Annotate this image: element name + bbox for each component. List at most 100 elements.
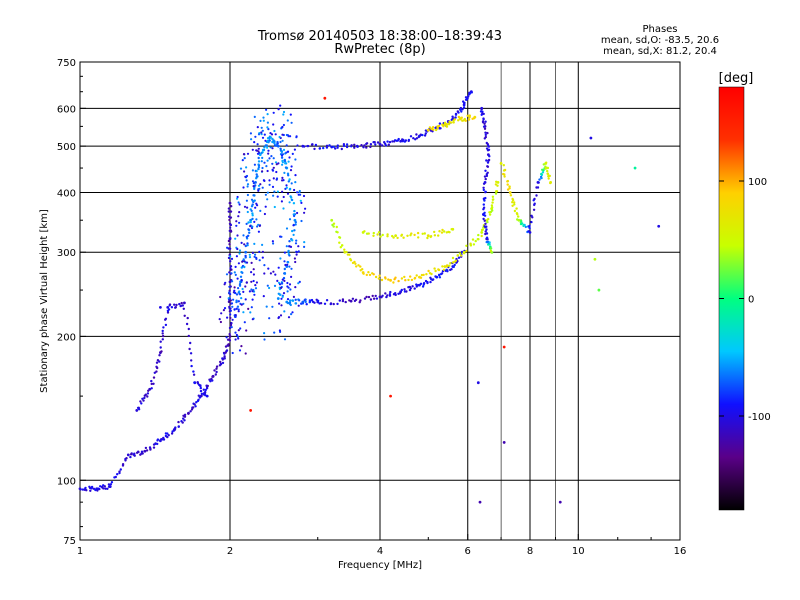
scatter-point: [491, 201, 494, 204]
scatter-point: [409, 275, 412, 278]
scatter-point: [233, 289, 236, 292]
scatter-point: [290, 121, 293, 124]
scatter-point: [275, 177, 279, 180]
scatter-point: [332, 145, 336, 148]
scatter-point: [246, 185, 249, 188]
scatter-point: [267, 149, 270, 152]
scatter-point: [188, 347, 191, 351]
scatter-point: [229, 255, 232, 258]
scatter-point: [336, 302, 339, 306]
scatter-point: [469, 244, 473, 247]
scatter-point: [513, 203, 516, 206]
scatter-point: [233, 308, 236, 311]
scatter-point: [485, 228, 488, 231]
scatter-point: [443, 265, 447, 268]
scatter-point: [262, 179, 265, 182]
scatter-point: [482, 186, 485, 189]
scatter-point: [341, 299, 345, 303]
scatter-point: [491, 209, 494, 212]
scatter-point: [294, 260, 297, 264]
scatter-point: [384, 276, 387, 279]
scatter-point: [404, 279, 407, 282]
scatter-point: [225, 273, 229, 276]
scatter-point: [270, 155, 273, 158]
scatter-point: [198, 396, 202, 399]
scatter-point: [304, 300, 307, 304]
scatter-point: [143, 396, 146, 400]
scatter-point: [488, 241, 491, 244]
scatter-point: [467, 118, 471, 121]
scatter-point: [252, 279, 255, 283]
scatter-point: [255, 218, 258, 221]
scatter-point: [241, 287, 244, 291]
scatter-point: [468, 91, 472, 95]
scatter-point: [289, 288, 292, 291]
scatter-point: [237, 262, 240, 265]
scatter-point: [409, 135, 413, 138]
scatter-point: [249, 311, 252, 314]
scatter-point: [262, 295, 265, 298]
scatter-point: [350, 144, 353, 147]
scatter-point: [480, 234, 483, 238]
scatter-point: [253, 163, 256, 166]
scatter-point: [140, 450, 144, 453]
scatter-point: [517, 215, 520, 218]
scatter-point: [511, 198, 515, 202]
scatter-point: [259, 183, 262, 186]
scatter-point: [247, 221, 250, 224]
scatter-point: [292, 202, 296, 205]
scatter-point: [454, 112, 458, 116]
scatter-point: [283, 310, 286, 313]
scatter-point: [421, 232, 424, 235]
scatter-point: [107, 485, 111, 488]
scatter-point: [152, 376, 156, 379]
scatter-point: [246, 210, 249, 214]
scatter-point: [369, 298, 373, 301]
scatter-point: [236, 195, 239, 199]
scatter-point: [278, 283, 282, 286]
scatter-point: [481, 110, 484, 113]
scatter-point: [491, 195, 495, 198]
scatter-point: [282, 292, 286, 295]
scatter-point: [235, 307, 238, 310]
scatter-point: [486, 161, 490, 164]
scatter-point: [482, 217, 485, 221]
scatter-point: [257, 184, 261, 187]
scatter-point: [344, 300, 347, 304]
scatter-point: [542, 163, 545, 166]
scatter-point: [488, 213, 492, 216]
scatter-point: [139, 400, 142, 403]
scatter-point: [277, 266, 280, 269]
scatter-point: [434, 269, 437, 273]
scatter-point: [296, 144, 299, 147]
scatter-point: [257, 150, 260, 153]
scatter-point: [319, 302, 323, 305]
scatter-point: [297, 250, 300, 253]
scatter-point: [335, 230, 338, 233]
scatter-point: [287, 180, 290, 183]
scatter-point: [280, 156, 284, 159]
scatter-point: [354, 262, 357, 265]
scatter-point: [459, 108, 462, 111]
scatter-point: [245, 222, 248, 225]
scatter-point: [245, 174, 249, 178]
scatter-point: [386, 140, 389, 143]
scatter-point: [168, 303, 172, 306]
scatter-point: [178, 302, 181, 306]
scatter-point: [253, 194, 256, 197]
scatter-point: [633, 166, 637, 170]
scatter-point: [263, 264, 266, 267]
scatter-point: [657, 224, 661, 228]
scatter-point: [353, 143, 356, 146]
scatter-point: [189, 341, 192, 345]
scatter-point: [502, 441, 506, 444]
scatter-point: [236, 277, 239, 280]
scatter-point: [546, 169, 549, 173]
scatter-point: [234, 314, 237, 317]
scatter-point: [297, 245, 300, 248]
scatter-point: [150, 382, 153, 386]
scatter-point: [280, 282, 284, 285]
scatter-point: [502, 345, 506, 349]
scatter-point: [261, 136, 265, 139]
scatter-point: [237, 287, 240, 290]
